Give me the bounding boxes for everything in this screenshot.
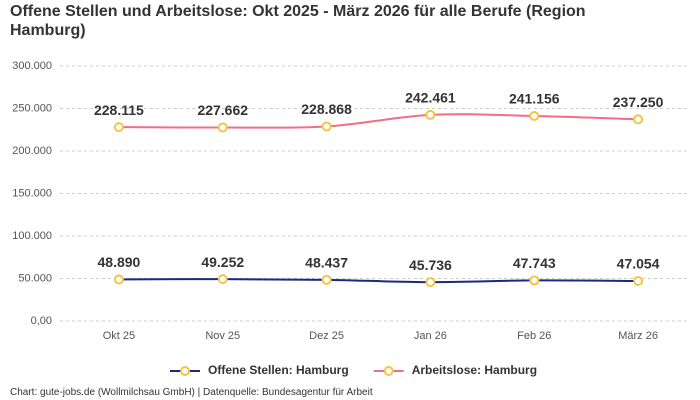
y-tick-label: 200.000 [12, 145, 52, 157]
point-marker [113, 274, 124, 285]
y-tick-label: 100.000 [12, 230, 52, 242]
value-label: 48.890 [98, 254, 141, 270]
source-note: Chart: gute-jobs.de (Wollmilchsau GmbH) … [10, 387, 373, 398]
value-label: 48.437 [305, 255, 348, 271]
x-tick-label: Jan 26 [414, 330, 447, 342]
value-label: 47.054 [617, 256, 660, 272]
series-line [118, 113, 639, 129]
point-marker [217, 274, 228, 285]
y-tick-label: 150.000 [12, 187, 52, 199]
y-tick-label: 300.000 [12, 60, 52, 72]
point-marker [633, 114, 644, 125]
x-tick-label: Nov 25 [205, 330, 240, 342]
x-tick-label: Dez 25 [309, 330, 344, 342]
value-label: 242.461 [405, 90, 456, 106]
point-marker [321, 274, 332, 285]
legend-label: Arbeitslose: Hamburg [412, 363, 537, 377]
value-label: 228.868 [301, 101, 352, 117]
point-marker [633, 276, 644, 287]
value-label: 228.115 [94, 102, 144, 118]
point-marker [529, 111, 540, 122]
point-marker [113, 122, 124, 133]
x-tick-label: Okt 25 [103, 330, 135, 342]
value-label: 49.252 [201, 254, 244, 270]
y-tick-label: 250.000 [12, 102, 52, 114]
value-label: 237.250 [613, 94, 664, 110]
series-line [118, 278, 639, 284]
chart-title: Offene Stellen und Arbeitslose: Okt 2025… [10, 3, 586, 39]
point-marker [529, 275, 540, 286]
value-label: 227.662 [197, 102, 248, 118]
x-tick-label: März 26 [618, 330, 658, 342]
y-tick-label: 0,00 [31, 315, 52, 327]
value-label: 241.156 [509, 91, 560, 107]
value-label: 45.736 [409, 257, 452, 273]
legend-marker [180, 366, 190, 376]
point-marker [321, 121, 332, 132]
y-tick-label: 50.000 [18, 272, 52, 284]
point-marker [217, 122, 228, 133]
point-marker [425, 277, 436, 288]
legend-marker [383, 366, 394, 376]
legend-label: Offene Stellen: Hamburg [208, 363, 349, 377]
point-marker [425, 109, 436, 120]
value-label: 47.743 [513, 255, 556, 271]
x-tick-label: Feb 26 [517, 330, 551, 342]
